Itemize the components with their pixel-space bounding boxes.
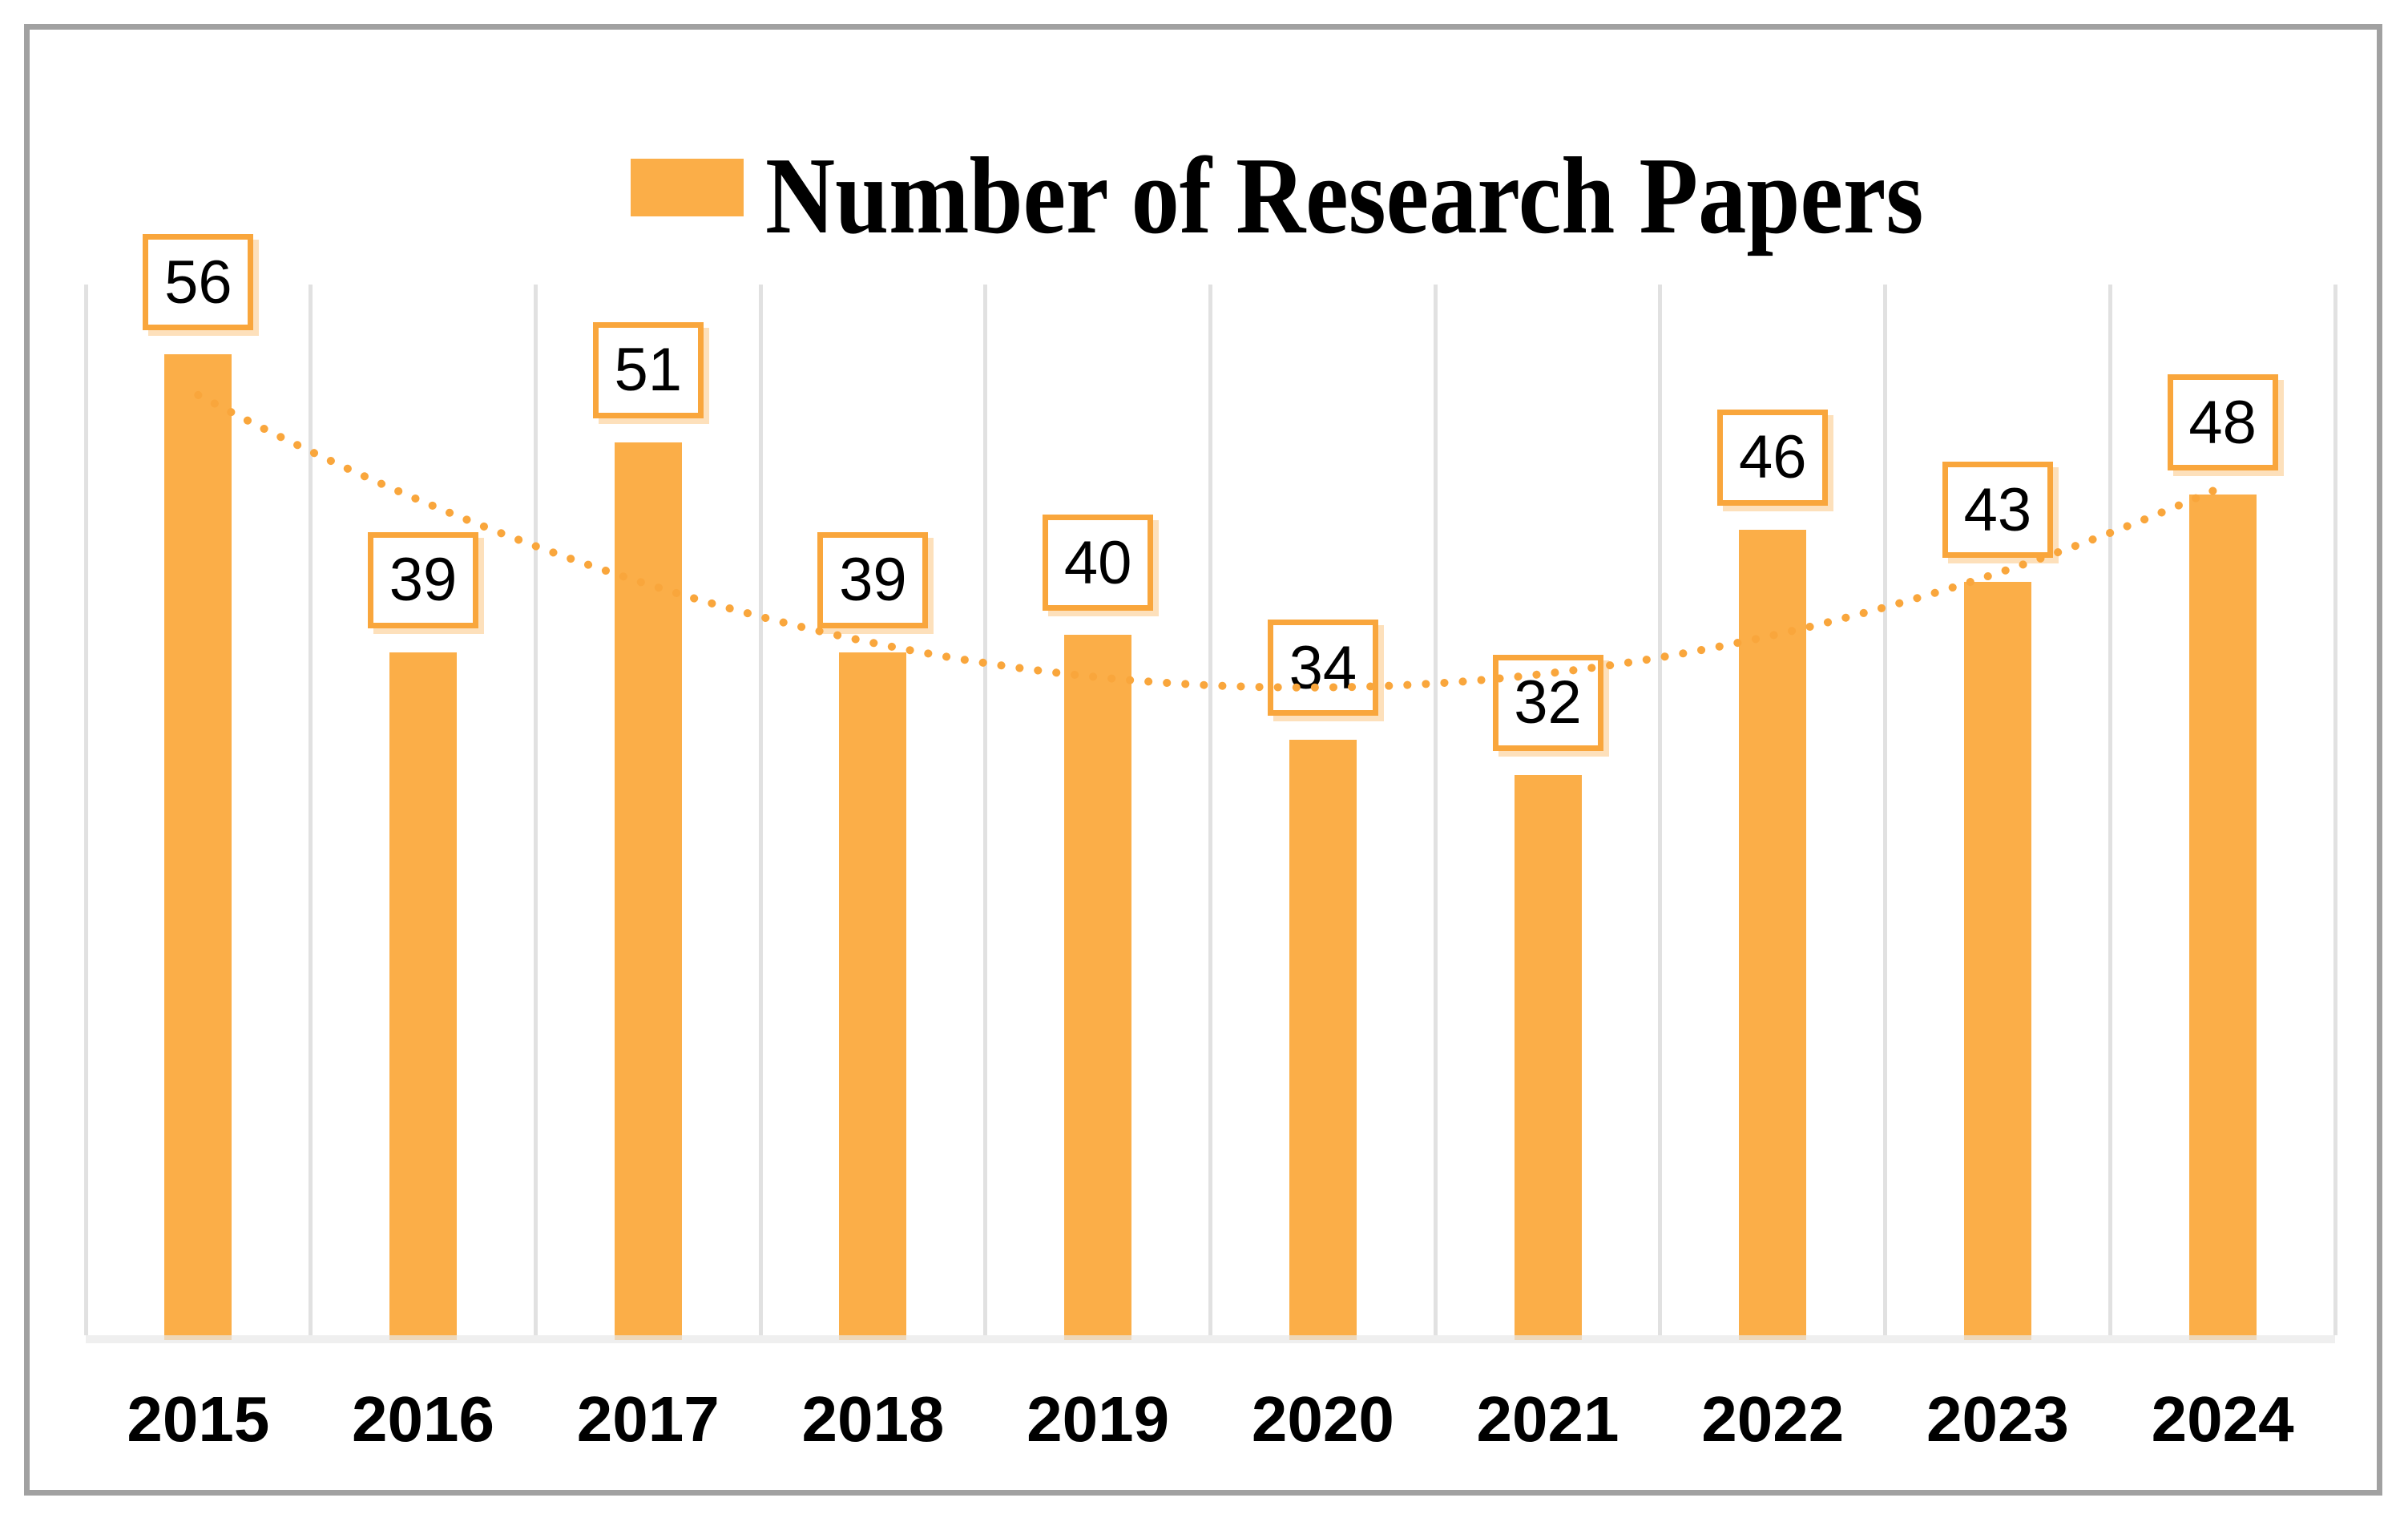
x-axis-label: 2019 bbox=[1027, 1383, 1170, 1455]
vertical-gridline bbox=[983, 285, 988, 1335]
bar bbox=[164, 354, 232, 1340]
vertical-gridline bbox=[2108, 285, 2112, 1335]
data-label: 51 bbox=[592, 321, 704, 418]
vertical-gridline bbox=[533, 285, 538, 1335]
data-label: 40 bbox=[1043, 515, 1154, 611]
bar bbox=[614, 442, 682, 1340]
vertical-gridline bbox=[758, 285, 763, 1335]
vertical-gridline bbox=[1883, 285, 1888, 1335]
x-axis-label: 2020 bbox=[1251, 1383, 1394, 1455]
bar bbox=[1289, 740, 1357, 1340]
x-axis-label: 2018 bbox=[801, 1383, 945, 1455]
x-axis-label: 2023 bbox=[1926, 1383, 2069, 1455]
vertical-gridline bbox=[83, 285, 88, 1335]
vertical-gridline bbox=[1658, 285, 1663, 1335]
bar bbox=[1064, 635, 1132, 1340]
data-label: 34 bbox=[1267, 620, 1378, 717]
data-label: 48 bbox=[2167, 374, 2278, 471]
data-label: 39 bbox=[817, 531, 929, 628]
data-label: 32 bbox=[1492, 654, 1603, 751]
x-axis-label: 2016 bbox=[352, 1383, 495, 1455]
bar bbox=[389, 652, 458, 1340]
x-axis-label: 2017 bbox=[576, 1383, 720, 1455]
vertical-gridline bbox=[1208, 285, 1212, 1335]
vertical-gridline bbox=[2333, 285, 2337, 1335]
x-axis-label: 2021 bbox=[1476, 1383, 1619, 1455]
x-axis-label: 2015 bbox=[127, 1383, 270, 1455]
bar bbox=[2188, 495, 2257, 1340]
data-label: 43 bbox=[1942, 462, 2053, 559]
data-label: 39 bbox=[368, 531, 479, 628]
data-label: 46 bbox=[1717, 409, 1829, 506]
bar bbox=[1963, 582, 2031, 1340]
category-axis-line bbox=[86, 1335, 2335, 1343]
bar bbox=[1514, 774, 1582, 1340]
vertical-gridline bbox=[1433, 285, 1438, 1335]
bar bbox=[839, 652, 907, 1340]
bar bbox=[1739, 529, 1807, 1340]
data-label: 56 bbox=[143, 234, 254, 331]
chart-frame bbox=[24, 24, 2382, 1496]
x-axis-label: 2022 bbox=[1701, 1383, 1845, 1455]
x-axis-label: 2024 bbox=[2151, 1383, 2294, 1455]
vertical-gridline bbox=[309, 285, 313, 1335]
